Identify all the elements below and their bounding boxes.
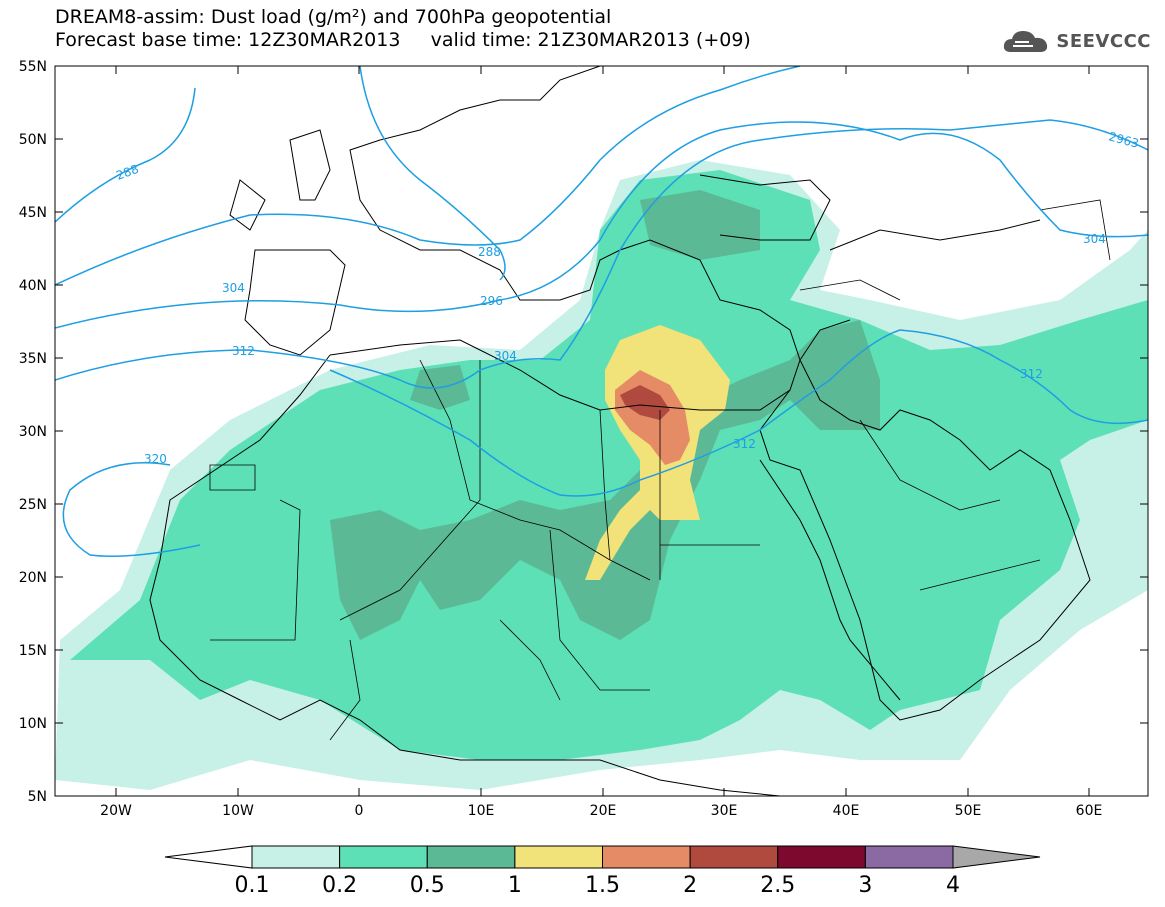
colorbar-segment — [251, 845, 341, 869]
contour-label: 312 — [1020, 367, 1043, 381]
colorbar-segment — [777, 845, 866, 869]
contour-label: 312 — [733, 437, 756, 451]
colorbar-label: 3 — [858, 873, 872, 898]
lat-label: 35N — [19, 351, 47, 367]
lon-label: 40E — [833, 803, 860, 819]
colorbar-label: 0.5 — [410, 873, 445, 898]
lat-label: 45N — [19, 205, 47, 221]
colorbar-segment — [602, 845, 691, 869]
lon-label: 30E — [711, 803, 738, 819]
lat-label: 15N — [19, 643, 47, 659]
colorbar-segment — [864, 845, 954, 869]
lon-label: 50E — [955, 803, 982, 819]
lat-label: 25N — [19, 497, 47, 513]
lon-label: 20W — [100, 803, 132, 819]
lat-label: 40N — [19, 278, 47, 294]
contour-label: 288 — [114, 162, 140, 183]
cloud-logo-icon — [1004, 31, 1048, 52]
contour-label: 288 — [478, 245, 501, 259]
contour-label: 304 — [494, 349, 517, 363]
title-line-2: Forecast base time: 12Z30MAR2013 valid t… — [55, 29, 751, 51]
logo-text: SEEVCCC — [1056, 30, 1151, 52]
colorbar-label: 0.2 — [322, 873, 357, 898]
borders — [209, 199, 1111, 741]
map-area: 288 288 296 304 304 312 312 312 320 304 … — [55, 66, 1148, 796]
contour-label: 304 — [222, 281, 245, 295]
lon-label: 20E — [590, 803, 617, 819]
colorbar-segment — [689, 845, 779, 869]
geopotential-contours — [55, 66, 1148, 557]
colorbar-label: 2.5 — [760, 873, 795, 898]
lon-label: 10W — [222, 803, 254, 819]
colorbar: 0.1 0.2 0.5 1 1.5 2 2.5 3 4 — [164, 845, 1041, 898]
lat-label: 10N — [19, 716, 47, 732]
colorbar-segment — [952, 845, 1041, 869]
colorbar-label: 2 — [683, 873, 697, 898]
colorbar-segment — [426, 845, 516, 869]
contour-label: 296 — [480, 294, 503, 308]
map-title: DREAM8-assim: Dust load (g/m²) and 700hP… — [55, 6, 751, 52]
contour-label: 312 — [232, 344, 255, 358]
dust-level-2 — [620, 385, 670, 420]
lon-label: 60E — [1076, 803, 1103, 819]
colorbar-label: 0.1 — [235, 873, 270, 898]
axis-ticks — [55, 65, 1148, 797]
lat-label: 55N — [19, 59, 47, 75]
lon-label: 0 — [355, 803, 364, 819]
latitude-labels: 55N 50N 45N 40N 35N 30N 25N 20N 15N 10N … — [19, 59, 47, 805]
contour-label: 320 — [144, 452, 167, 466]
colorbar-segment — [164, 845, 253, 869]
lon-label: 10E — [468, 803, 495, 819]
longitude-labels: 20W 10W 0 10E 20E 30E 40E 50E 60E — [100, 803, 1102, 819]
colorbar-segment — [339, 845, 428, 869]
colorbar-label: 4 — [946, 873, 960, 898]
contour-label: 2963 — [1107, 129, 1140, 150]
colorbar-label: 1.5 — [585, 873, 620, 898]
lat-label: 30N — [19, 424, 47, 440]
lat-label: 50N — [19, 132, 47, 148]
contour-label: 304 — [1083, 232, 1106, 246]
coastlines — [149, 66, 1091, 796]
colorbar-segment — [514, 845, 603, 869]
dust-level-0.2 — [70, 170, 1148, 760]
colorbar-label: 1 — [508, 873, 522, 898]
title-line-1: DREAM8-assim: Dust load (g/m²) and 700hP… — [55, 6, 612, 28]
lat-label: 5N — [28, 789, 47, 805]
seevccc-logo: SEEVCCC — [1001, 26, 1151, 56]
lat-label: 20N — [19, 570, 47, 586]
